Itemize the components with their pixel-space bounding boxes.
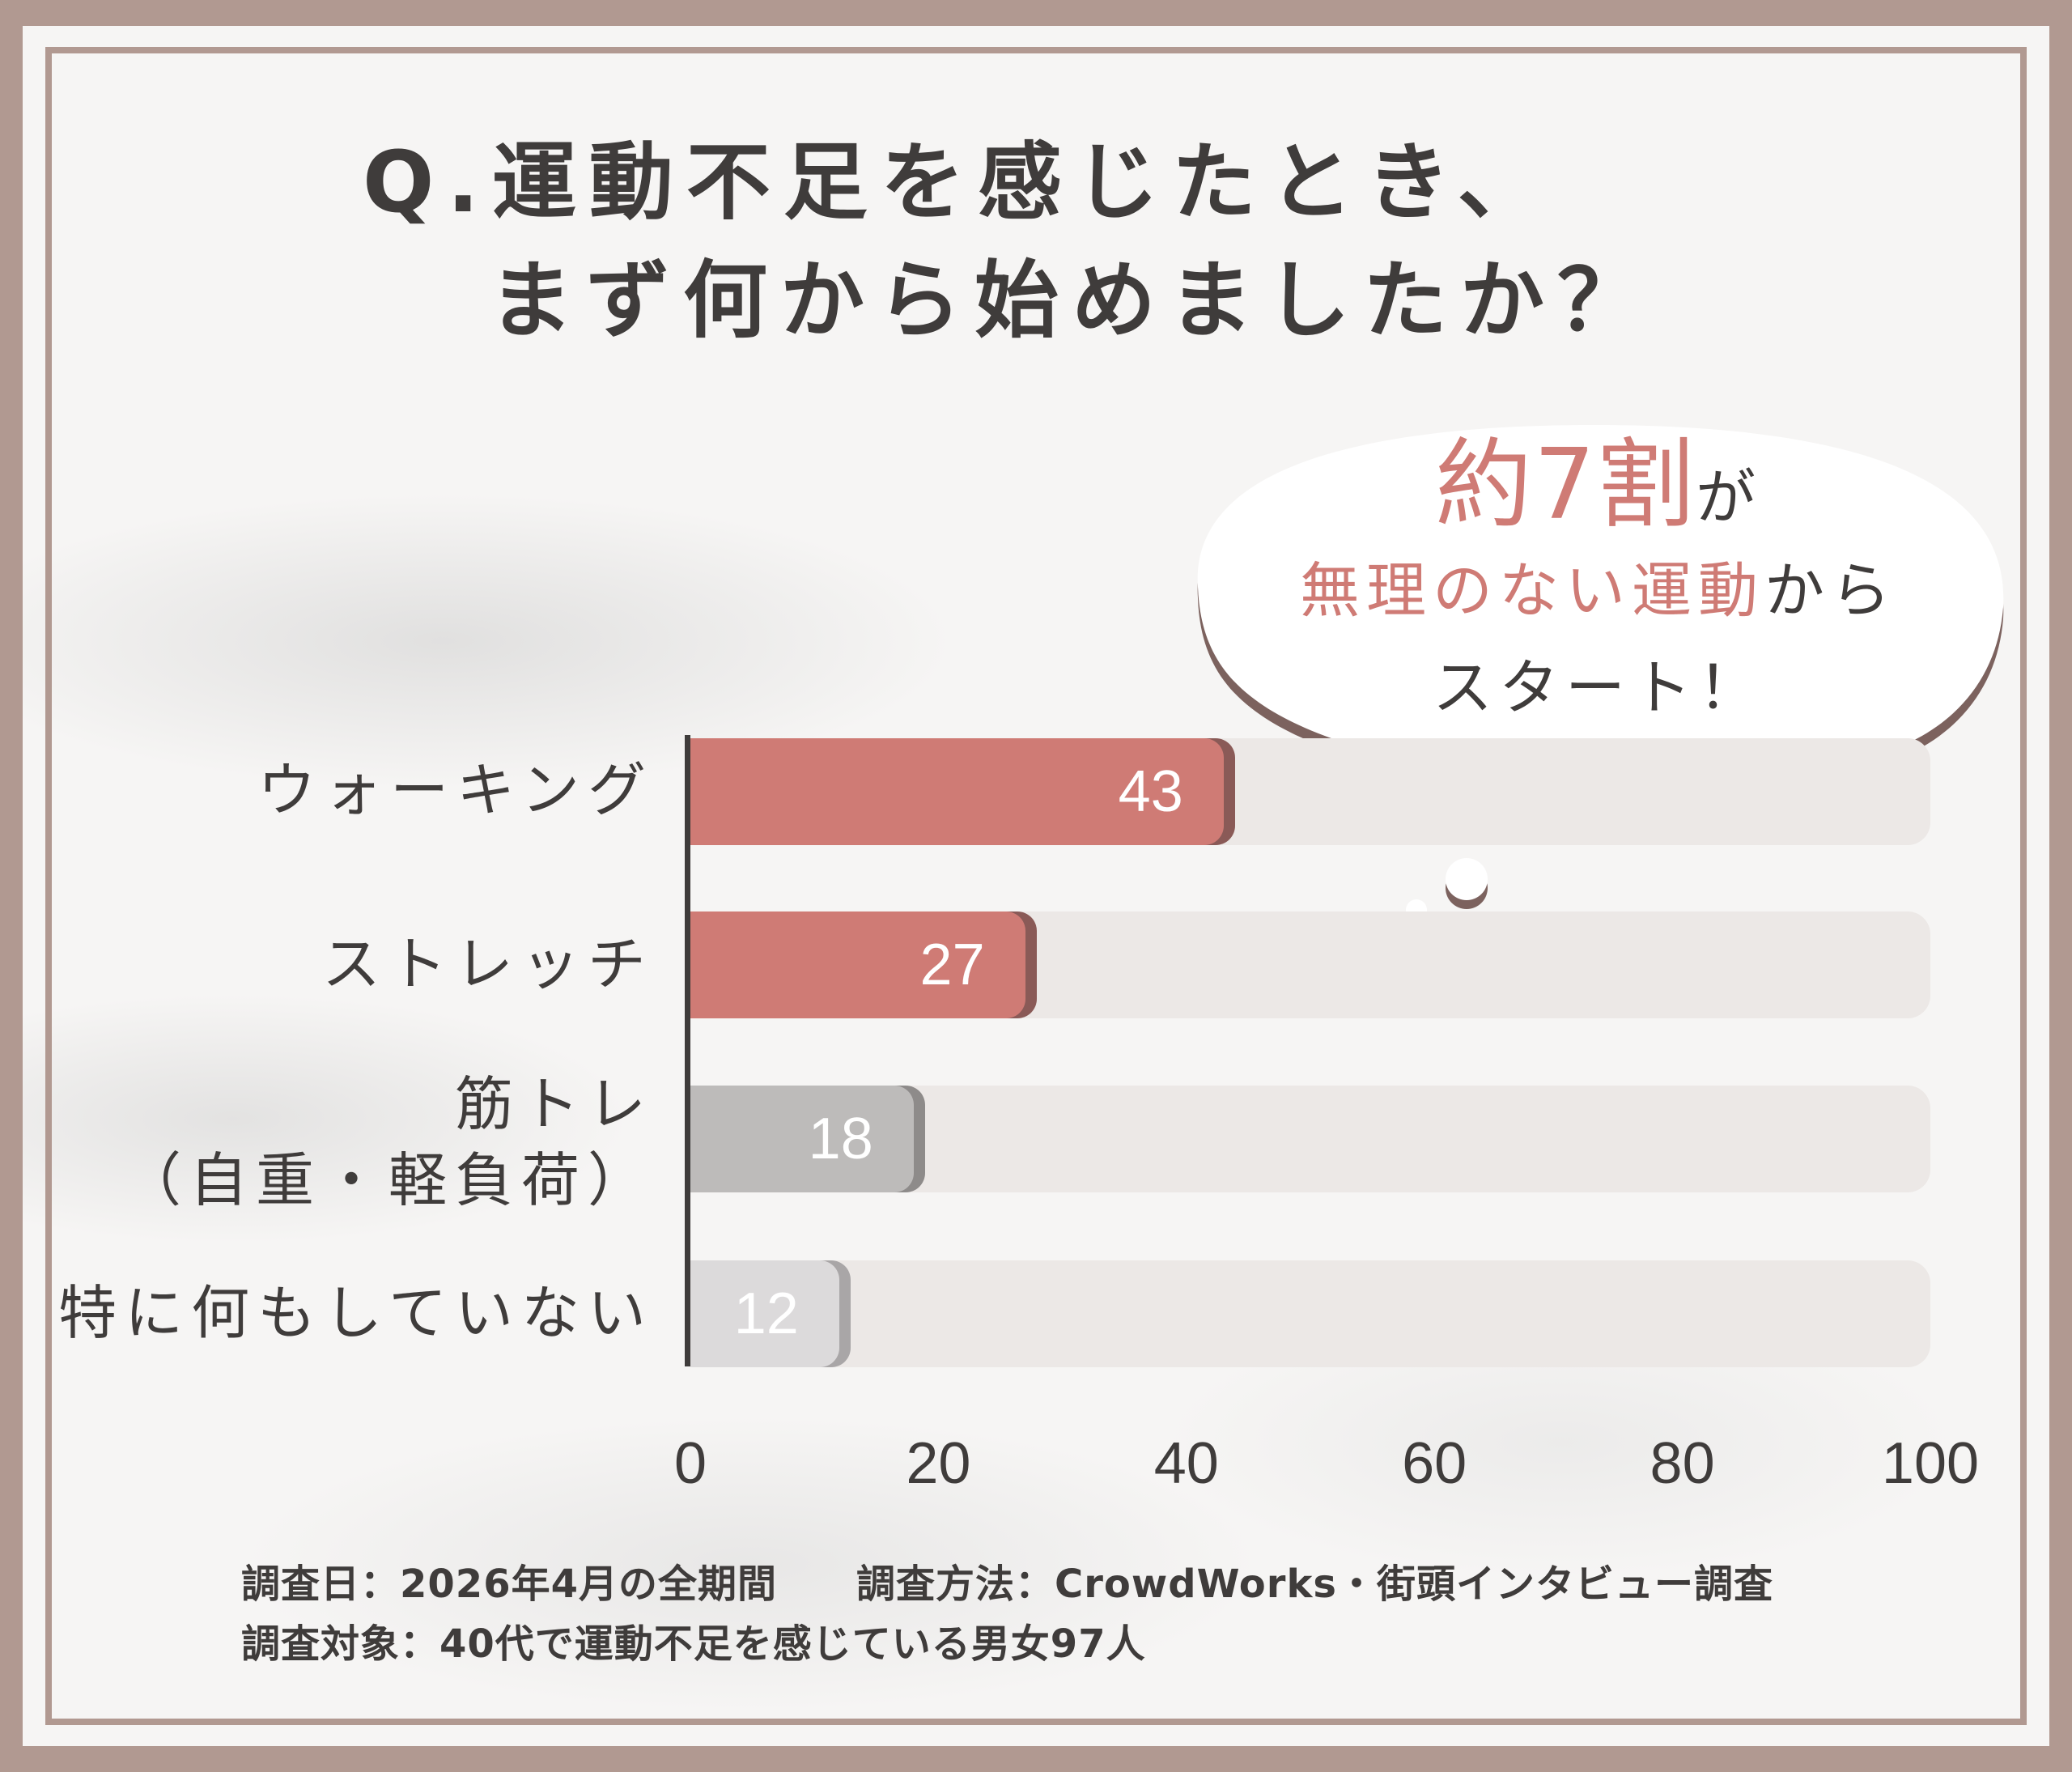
category-label: 筋トレ	[454, 1070, 654, 1138]
x-tick-label: 20	[906, 1431, 971, 1496]
bar	[690, 1086, 914, 1192]
bar-value-label: 43	[1118, 759, 1183, 824]
bar-value-label: 12	[733, 1281, 799, 1346]
title-line-2: まず何から始めましたか？	[489, 251, 1655, 350]
title-line-1: Q.運動不足を感じたとき、	[363, 133, 1555, 232]
x-tick-label: 100	[1881, 1431, 1980, 1496]
callout-accent: 無理のない運動	[1300, 556, 1764, 626]
callout-particle: が	[1696, 463, 1763, 533]
callout-line-3: スタート！	[1433, 653, 1764, 723]
bar	[690, 738, 1224, 845]
category-label: 特に何もしていない	[58, 1279, 654, 1347]
callout-line-2: 無理のない運動から	[1175, 542, 2022, 640]
bar	[690, 1260, 839, 1367]
speech-bubble-body	[1197, 425, 2004, 818]
inner-frame	[45, 47, 2027, 1725]
bar-track	[690, 1260, 1930, 1367]
bubble-dot-large	[1446, 858, 1488, 900]
callout-text: 約7割が 無理のない運動から スタート！	[1175, 429, 2022, 737]
bar-value-label: 27	[919, 933, 985, 997]
callout-line-2-rest: から	[1764, 556, 1897, 626]
bar-value-label: 18	[808, 1107, 873, 1171]
callout-highlight: 約7割	[1434, 429, 1696, 542]
category-label: （自重・軽負荷）	[122, 1146, 654, 1214]
x-tick-label: 60	[1402, 1431, 1467, 1496]
callout-line-1: 約7割が	[1175, 429, 2022, 542]
infographic-card	[23, 26, 2049, 1746]
x-tick-label: 80	[1650, 1431, 1715, 1496]
category-label: ウォーキング	[257, 756, 654, 824]
y-axis-line	[685, 735, 690, 1366]
background-shade	[23, 26, 2049, 1746]
bar	[690, 911, 1025, 1018]
category-label: ストレッチ	[321, 930, 654, 998]
x-tick-label: 40	[1153, 1431, 1219, 1496]
footer-line-1: 調査日：2026年4月の全期間 調査方法：CrowdWorks・街頭インタビュー…	[241, 1562, 1773, 1607]
footer-line-2: 調査対象：40代で運動不足を感じている男女97人	[241, 1621, 1146, 1667]
x-tick-label: 0	[673, 1431, 707, 1496]
